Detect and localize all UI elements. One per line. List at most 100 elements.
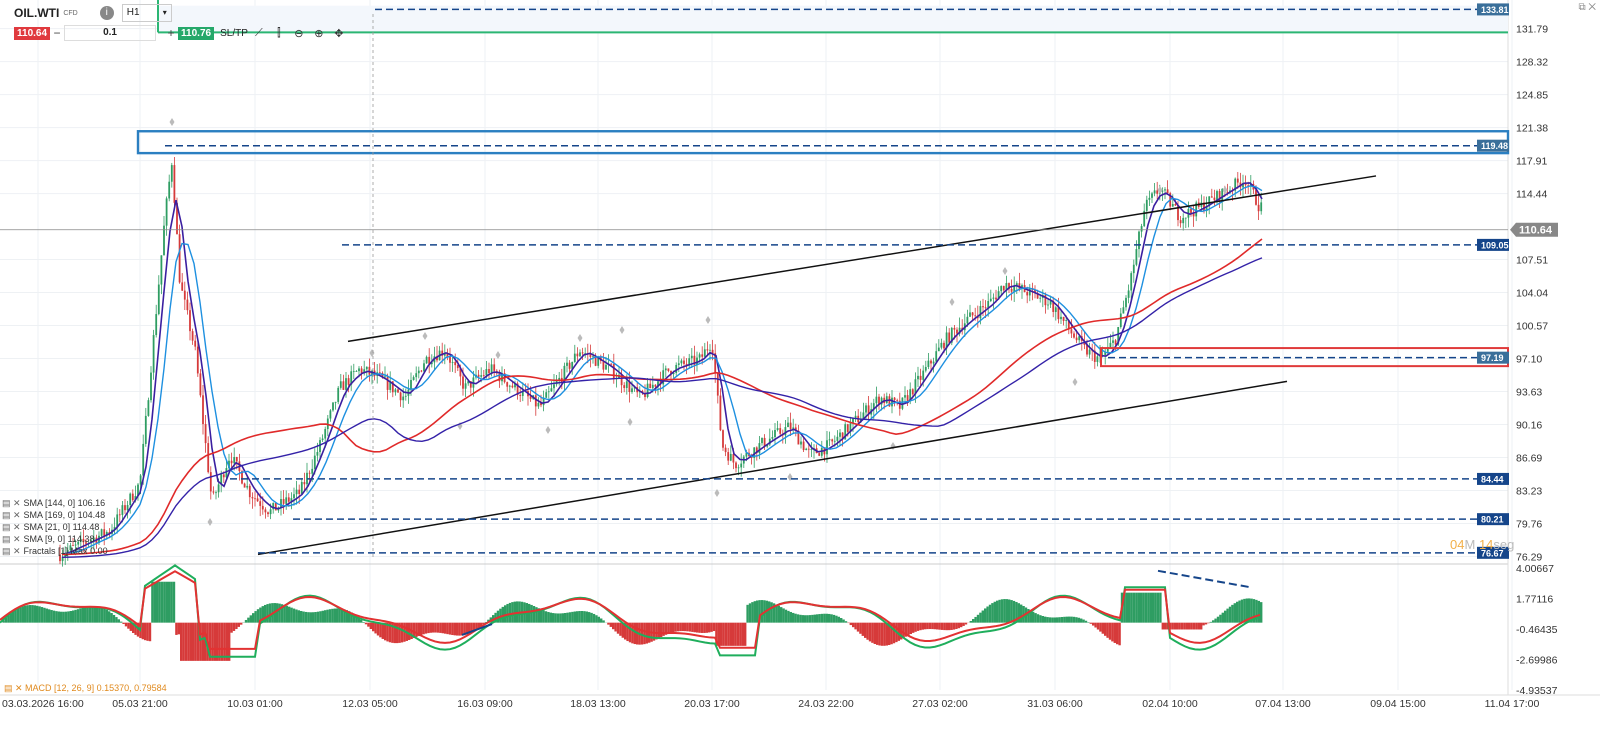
- macd-tick-label: -0.46435: [1516, 624, 1558, 636]
- macd-bar: [81, 607, 84, 623]
- macd-bar: [1008, 599, 1011, 623]
- candle-body: [480, 375, 483, 377]
- zoom-in-icon[interactable]: ⊕: [314, 27, 324, 40]
- candle-body: [1044, 295, 1047, 306]
- candle-body: [545, 392, 548, 398]
- candle-body: [248, 485, 251, 498]
- macd-bar: [463, 622, 466, 636]
- legend-settings-icon[interactable]: ▤ ✕: [2, 522, 21, 532]
- buy-price-button[interactable]: 110.76: [178, 26, 215, 40]
- macd-bar: [220, 622, 224, 661]
- fractal-marker: [1157, 186, 1163, 194]
- macd-bar: [1116, 622, 1119, 645]
- fractal-marker: [787, 473, 793, 481]
- macd-bar: [540, 609, 543, 623]
- candle-body: [1226, 192, 1229, 193]
- zoom-out-icon[interactable]: ⊖: [294, 27, 304, 40]
- candles-icon[interactable]: ⫿: [277, 26, 281, 39]
- candle-body: [308, 472, 311, 474]
- macd-bar: [1140, 592, 1143, 623]
- candle-body: [1216, 191, 1218, 201]
- level-price-badge: 133.81: [1477, 3, 1509, 16]
- legend-settings-icon[interactable]: ▤ ✕: [2, 498, 21, 508]
- candle-body: [592, 356, 594, 358]
- timeframe-select[interactable]: H1 ▾: [121, 4, 172, 22]
- time-axis: 03.03.2026 16:00 05.03 21:00 10.03 01:00 12…: [2, 698, 1539, 710]
- candle-body: [880, 397, 883, 405]
- macd-bar: [312, 612, 315, 623]
- legend-sma21[interactable]: ▤ ✕ SMA [21, 0] 114.48: [2, 522, 99, 533]
- macd-bar: [64, 611, 68, 623]
- macd-bar: [626, 622, 629, 642]
- macd-bar: [943, 622, 946, 631]
- candle-body: [1034, 290, 1036, 294]
- candle-body: [144, 415, 147, 444]
- macd-bar: [595, 615, 598, 623]
- window-controls[interactable]: ⧉ ✕: [1578, 2, 1596, 13]
- macd-bar: [873, 622, 876, 644]
- candle-body: [909, 389, 912, 402]
- macd-bar: [916, 622, 920, 631]
- line-chart-icon[interactable]: ⟋: [255, 26, 263, 39]
- info-icon[interactable]: i: [99, 6, 114, 20]
- candle-body: [506, 382, 509, 387]
- volume-decrease-button[interactable]: −: [53, 26, 61, 40]
- macd-bar: [1221, 612, 1224, 623]
- legend-sma144[interactable]: ▤ ✕ SMA [144, 0] 106.16: [2, 498, 105, 509]
- macd-bar: [76, 609, 80, 623]
- countdown-seconds: 14: [1478, 537, 1494, 552]
- macd-bar: [1041, 616, 1044, 623]
- legend-fractals[interactable]: ▤ ✕ Fractals [1] Max 0.00: [2, 546, 108, 557]
- legend-settings-icon[interactable]: ▤ ✕: [2, 534, 21, 544]
- candle-body: [950, 327, 953, 343]
- candle-body: [293, 494, 295, 499]
- candle-body: [958, 327, 961, 334]
- volume-input[interactable]: 0.1: [64, 25, 157, 41]
- macd-legend[interactable]: ▤ ✕ MACD [12, 26, 9] 0.15370, 0.79584: [4, 683, 167, 694]
- price-tick-label: 117.91: [1516, 156, 1547, 168]
- macd-bar: [1190, 622, 1193, 630]
- candle-body: [948, 332, 951, 343]
- macd-bar: [945, 622, 948, 631]
- candle-body: [568, 362, 571, 369]
- legend-settings-icon[interactable]: ▤ ✕: [2, 510, 21, 520]
- macd-bar: [232, 622, 236, 631]
- candle-body: [867, 405, 870, 415]
- candle-body: [272, 503, 275, 510]
- legend-settings-icon[interactable]: ▤ ✕: [4, 683, 26, 693]
- legend-settings-icon[interactable]: ▤ ✕: [2, 546, 21, 556]
- legend-sma9[interactable]: ▤ ✕ SMA [9, 0] 114.38: [2, 534, 94, 545]
- macd-bar: [1224, 610, 1227, 623]
- crosshair-icon[interactable]: ✥: [334, 27, 344, 40]
- close-icon[interactable]: ✕: [1588, 2, 1596, 13]
- macd-bar: [1039, 615, 1042, 623]
- candle-body: [763, 437, 766, 447]
- volume-increase-button[interactable]: +: [167, 26, 175, 40]
- macd-bar: [396, 622, 399, 644]
- candle-body: [896, 400, 899, 401]
- macd-bar: [1010, 600, 1013, 623]
- macd-bar: [24, 605, 27, 623]
- macd-bar: [156, 581, 159, 623]
- macd-bar: [84, 607, 87, 623]
- candle-body: [540, 402, 542, 406]
- candle-body: [1247, 185, 1250, 187]
- sell-price-button[interactable]: 110.64: [14, 26, 51, 40]
- macd-bar: [1048, 617, 1052, 623]
- symbol-name[interactable]: OIL.WTI: [14, 6, 60, 20]
- macd-bar: [868, 622, 872, 642]
- macd-bar: [336, 608, 339, 623]
- macd-bar: [1236, 601, 1239, 623]
- macd-bar: [571, 611, 574, 623]
- candle-body: [105, 531, 108, 536]
- macd-bar: [511, 602, 514, 623]
- sma-144-line: [61, 238, 1263, 556]
- sltp-button[interactable]: SL/TP: [220, 27, 248, 39]
- candle-body: [108, 531, 111, 534]
- macd-bar: [470, 622, 473, 633]
- legend-sma169[interactable]: ▤ ✕ SMA [169, 0] 104.48: [2, 510, 105, 521]
- macd-bar: [52, 610, 56, 623]
- restore-icon[interactable]: ⧉: [1578, 2, 1586, 13]
- macd-bar: [57, 611, 60, 623]
